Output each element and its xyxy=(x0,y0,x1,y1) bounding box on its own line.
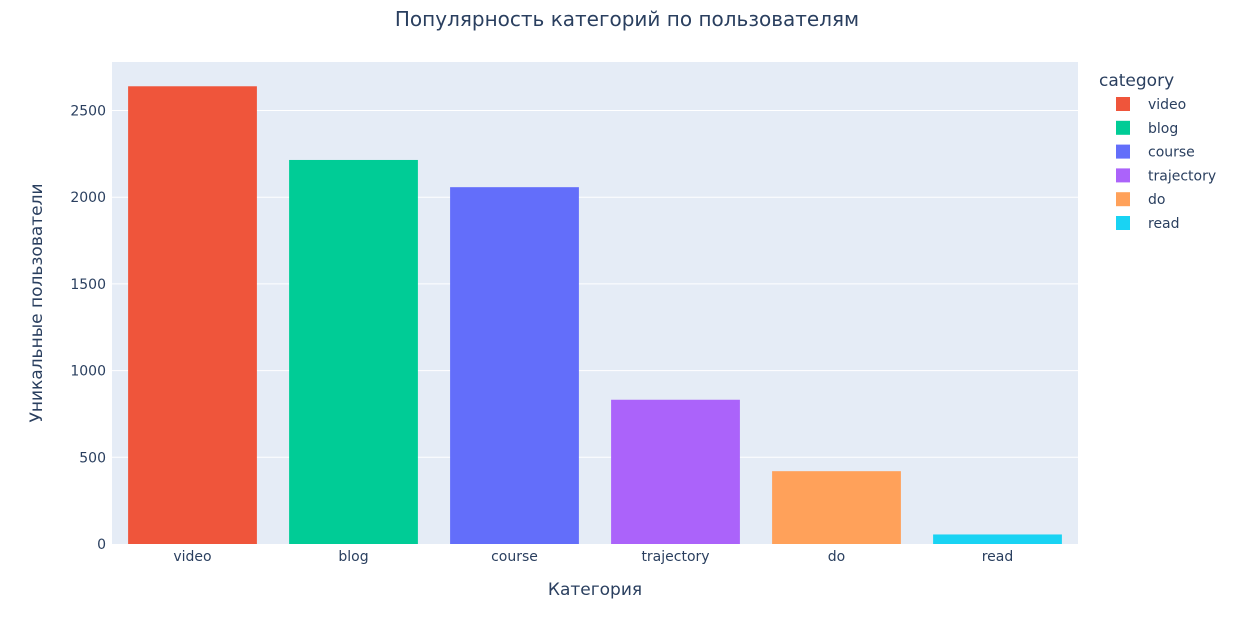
x-tick-label: trajectory xyxy=(641,549,709,565)
legend-label-course[interactable]: course xyxy=(1148,145,1195,161)
y-tick-label: 1000 xyxy=(70,364,106,380)
bar-read xyxy=(933,534,1062,544)
legend-swatch-blog[interactable] xyxy=(1116,120,1130,135)
x-tick-labels: video blog course trajectory do read xyxy=(173,549,1013,565)
bar-video xyxy=(128,86,257,545)
legend-label-do[interactable]: do xyxy=(1148,192,1165,208)
x-tick-label: course xyxy=(491,549,538,565)
legend-title: category xyxy=(1099,71,1174,91)
chart-title: Популярность категорий по пользователям xyxy=(395,7,859,31)
legend-swatch-read[interactable] xyxy=(1116,216,1130,230)
x-tick-label: read xyxy=(982,549,1014,565)
y-tick-label: 0 xyxy=(97,537,106,553)
legend-swatch-course[interactable] xyxy=(1116,144,1130,159)
y-tick-label: 2500 xyxy=(70,104,106,120)
legend-label-read[interactable]: read xyxy=(1148,216,1180,232)
y-tick-label: 2000 xyxy=(70,190,106,206)
bar-do xyxy=(772,471,901,544)
bar-blog xyxy=(289,159,418,544)
x-axis-title: Категория xyxy=(548,580,642,600)
y-tick-label: 1500 xyxy=(70,277,106,293)
x-tick-label: video xyxy=(173,549,211,565)
legend-items: video blog course trajectory do read xyxy=(1116,97,1216,232)
y-gridlines xyxy=(112,110,1078,458)
legend-swatch-trajectory[interactable] xyxy=(1116,168,1130,183)
x-tick-label: blog xyxy=(338,549,368,565)
plot-background xyxy=(112,62,1078,544)
bar-trajectory xyxy=(611,399,740,544)
x-tick-label: do xyxy=(828,549,845,565)
y-tick-label: 500 xyxy=(79,450,106,466)
legend-label-video[interactable]: video xyxy=(1148,97,1186,113)
legend-swatch-video[interactable] xyxy=(1116,97,1130,111)
legend-swatch-do[interactable] xyxy=(1116,192,1130,207)
bars xyxy=(128,86,1062,545)
legend-label-blog[interactable]: blog xyxy=(1148,121,1178,137)
legend: category video blog course trajectory do read xyxy=(1099,71,1216,232)
y-tick-labels: 0 500 1000 1500 2000 2500 xyxy=(70,104,106,553)
y-axis-title: Уникальные пользователи xyxy=(27,183,47,422)
bar-course xyxy=(450,187,579,545)
legend-label-trajectory[interactable]: trajectory xyxy=(1148,168,1216,184)
